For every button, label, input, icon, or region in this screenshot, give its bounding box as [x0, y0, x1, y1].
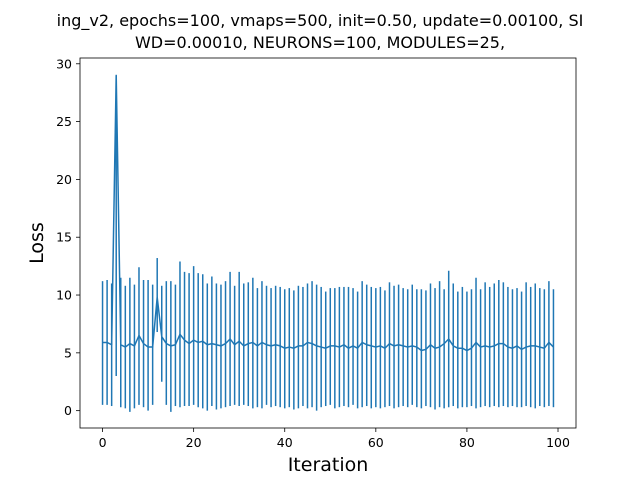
y-tick-label-10: 10 [56, 288, 72, 303]
x-tick-label-80: 80 [459, 435, 475, 450]
x-axis-ticks: 0 20 40 60 80 100 [99, 428, 570, 450]
y-tick-label-15: 15 [56, 230, 72, 245]
x-tick-label-60: 60 [368, 435, 384, 450]
x-axis-label: Iteration [288, 454, 369, 476]
x-tick-label-0: 0 [99, 435, 107, 450]
y-axis-label: Loss [26, 222, 48, 264]
series-line-group [102, 74, 554, 352]
chart-title-line-2: WD=0.00010, NEURONS=100, MODULES=25, [135, 33, 505, 52]
y-tick-label-25: 25 [56, 114, 72, 129]
error-bars [101, 75, 555, 412]
y-tick-label-30: 30 [56, 56, 72, 71]
y-tick-label-0: 0 [64, 403, 72, 418]
series-line [102, 74, 554, 352]
plot-frame [79, 57, 577, 429]
y-axis-ticks: 0 5 10 15 20 25 30 [56, 56, 80, 418]
x-tick-label-40: 40 [277, 435, 293, 450]
y-tick-label-5: 5 [64, 345, 72, 360]
chart-title-line-1: ing_v2, epochs=100, vmaps=500, init=0.50… [57, 11, 584, 31]
x-tick-label-100: 100 [546, 435, 570, 450]
y-tick-label-20: 20 [56, 172, 72, 187]
x-tick-label-20: 20 [186, 435, 202, 450]
